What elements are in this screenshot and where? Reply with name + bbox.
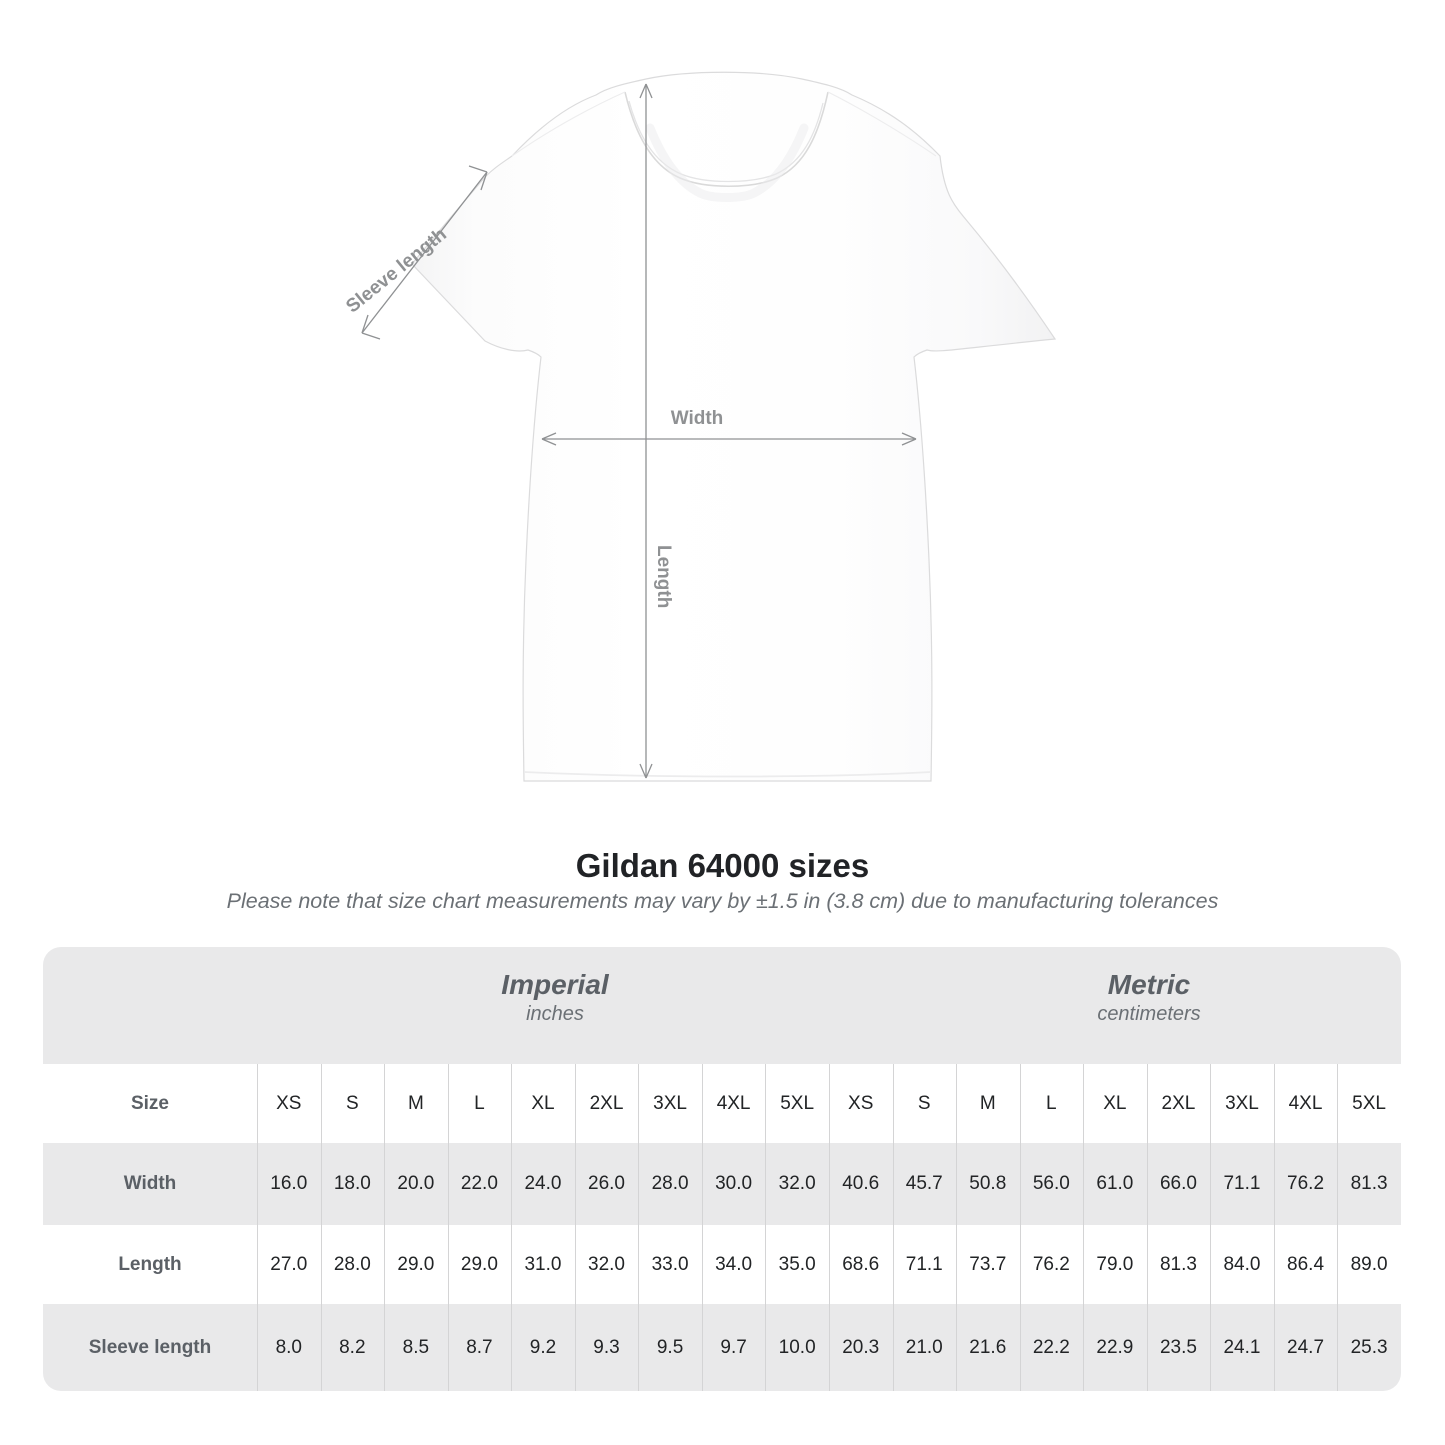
svg-text:Length: Length — [653, 545, 674, 608]
svg-text:Width: Width — [671, 408, 724, 429]
